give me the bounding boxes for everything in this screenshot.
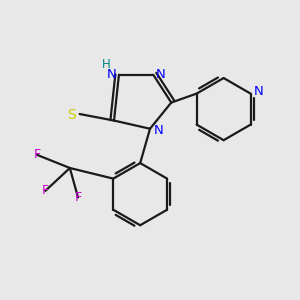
Text: N: N [254,85,263,98]
Text: N: N [156,68,166,81]
Text: F: F [74,191,82,204]
Text: N: N [106,68,116,81]
Text: N: N [154,124,164,137]
Text: F: F [34,148,41,161]
Text: S: S [67,108,76,122]
Text: H: H [101,58,110,71]
Text: F: F [42,184,49,197]
